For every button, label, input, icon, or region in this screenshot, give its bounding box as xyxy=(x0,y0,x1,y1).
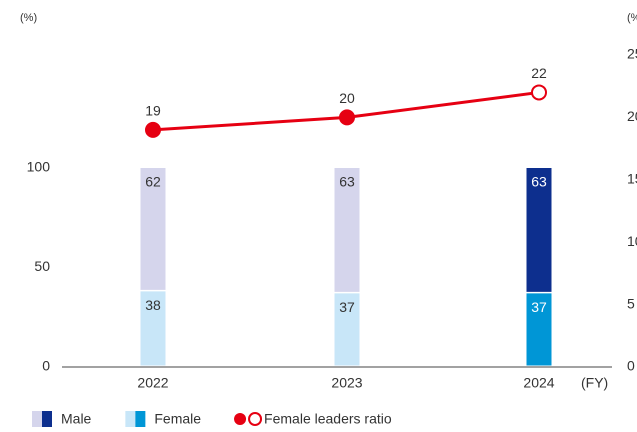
bar-segment xyxy=(526,293,552,366)
legend-label: Female xyxy=(154,411,201,427)
legend-swatch xyxy=(135,411,146,427)
x-tick-label: 2023 xyxy=(331,375,362,391)
bar-value-label: 38 xyxy=(145,297,161,313)
y-tick-label: 0 xyxy=(42,358,50,374)
line-value-label: 19 xyxy=(145,103,161,119)
x-axis-label: (FY) xyxy=(581,375,608,391)
legend-label: Female leaders ratio xyxy=(264,411,392,427)
y2-tick-label: 5 xyxy=(627,295,635,311)
bar-segment xyxy=(140,168,166,290)
line-marker xyxy=(531,84,547,101)
legend-swatch xyxy=(125,411,136,427)
legend-marker xyxy=(234,413,247,425)
line-marker xyxy=(339,109,355,126)
legend-label: Male xyxy=(61,411,92,427)
line-value-label: 20 xyxy=(339,90,355,106)
y2-tick-label: 20 xyxy=(627,108,637,124)
y2-axis-label: (%) xyxy=(627,12,637,24)
y2-tick-label: 10 xyxy=(627,233,637,249)
line-value-label: 22 xyxy=(531,65,547,81)
bar-segment xyxy=(526,168,552,292)
bar-value-label: 62 xyxy=(145,174,161,190)
line-marker xyxy=(145,121,161,138)
legend-swatch xyxy=(42,411,52,427)
y2-tick-label: 15 xyxy=(627,171,637,187)
x-tick-label: 2022 xyxy=(137,375,168,391)
bar-value-label: 63 xyxy=(339,174,355,190)
legend-marker xyxy=(248,412,263,426)
y2-tick-label: 25 xyxy=(627,46,637,62)
bar-value-label: 63 xyxy=(531,174,547,190)
y-tick-label: 50 xyxy=(34,258,50,274)
bar-segment xyxy=(334,168,360,292)
legend-swatch xyxy=(32,411,42,427)
y-tick-label: 100 xyxy=(27,159,51,175)
bar-value-label: 37 xyxy=(531,299,547,315)
x-tick-label: 2024 xyxy=(523,375,554,391)
y-axis-label: (%) xyxy=(20,12,37,24)
bar-segment xyxy=(140,291,166,366)
bar-segment xyxy=(334,293,360,366)
bar-value-label: 37 xyxy=(339,299,355,315)
y2-tick-label: 0 xyxy=(627,358,635,374)
